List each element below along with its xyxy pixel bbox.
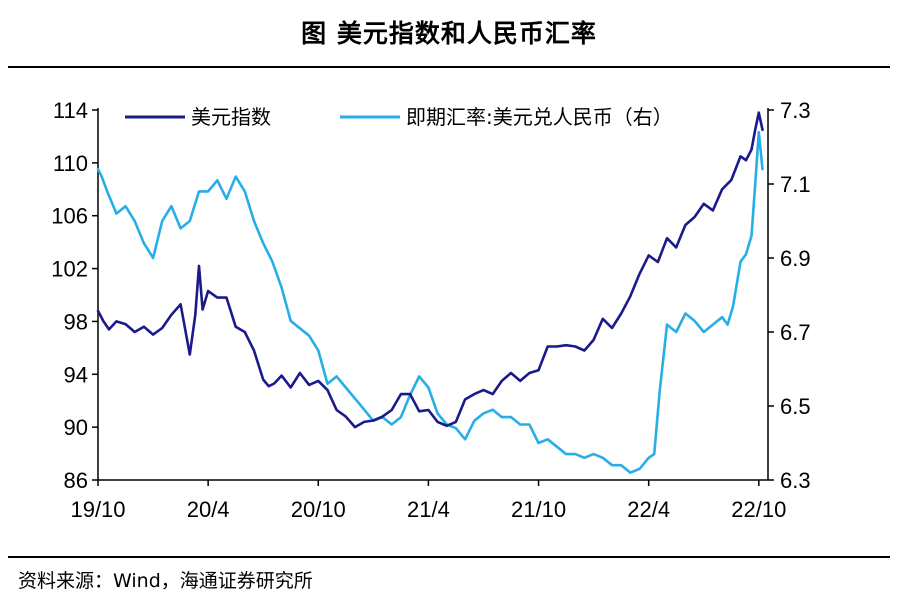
x-tick-label: 22/10: [731, 497, 786, 522]
right-y-tick-label: 7.3: [780, 98, 811, 123]
chart-title: 图 美元指数和人民币汇率: [301, 19, 597, 48]
title-divider: [8, 66, 890, 68]
x-tick-label: 21/10: [511, 497, 566, 522]
footer-divider: [8, 556, 890, 558]
left-y-tick-label: 90: [64, 415, 88, 440]
right-y-tick-label: 7.1: [780, 172, 811, 197]
left-y-tick-label: 110: [53, 151, 88, 176]
left-y-tick-label: 102: [51, 257, 88, 282]
series-line-usd-index: [96, 111, 764, 429]
x-tick-label: 22/4: [627, 497, 670, 522]
series-line-usdcny: [96, 130, 764, 474]
left-y-tick-label: 114: [53, 98, 88, 123]
source-note: 资料来源：Wind，海通证券研究所: [18, 570, 313, 592]
right-y-tick-label: 6.9: [780, 246, 811, 271]
legend-usd-index-label: 美元指数: [191, 105, 271, 129]
x-tick-label: 21/4: [407, 497, 450, 522]
left-y-tick-label: 106: [51, 204, 88, 229]
left-y-tick-label: 86: [64, 468, 88, 493]
x-tick-label: 20/10: [291, 497, 346, 522]
left-y-tick-label: 94: [64, 362, 88, 387]
right-y-tick-label: 6.3: [780, 468, 811, 493]
right-y-tick-label: 6.7: [780, 320, 811, 345]
x-tick-label: 19/10: [70, 497, 125, 522]
left-y-tick-label: 98: [64, 309, 88, 334]
legend-usdcny-label: 即期汇率:美元兑人民币（右）: [406, 105, 673, 129]
right-y-tick-label: 6.5: [780, 394, 811, 419]
x-tick-label: 20/4: [187, 497, 230, 522]
chart-area: 114 110 106 102 98 94 90 86 7.3 7.1 6.9 6.7 6.5 6.3 19…: [51, 98, 811, 522]
